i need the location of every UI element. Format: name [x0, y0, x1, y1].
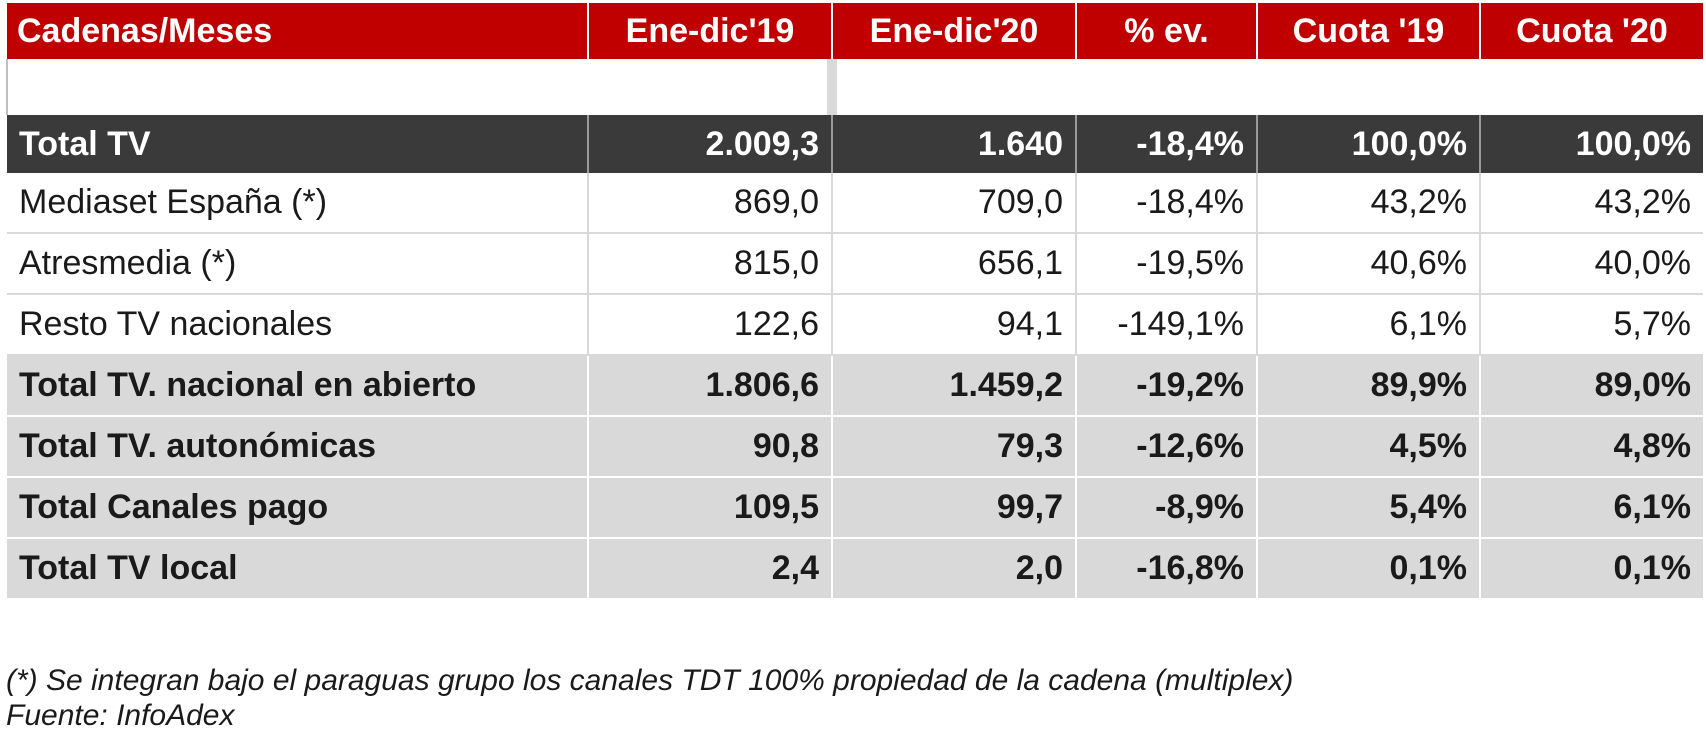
value-cell: 40,0%	[1480, 233, 1703, 295]
value-cell: 122,6	[588, 294, 833, 356]
value-cell: 100,0%	[1257, 115, 1481, 173]
table-row: Atresmedia (*) 815,0 656,1 -19,5% 40,6% 40,0%	[7, 233, 1703, 295]
value-cell: 43,2%	[1257, 173, 1481, 234]
value-cell: 4,5%	[1257, 416, 1481, 478]
row-label: Total TV	[7, 115, 589, 173]
table-row: Total TV. nacional en abierto 1.806,6 1.45…	[7, 355, 1703, 417]
value-cell: 1.640	[832, 115, 1077, 173]
spacer-cell	[831, 59, 1703, 115]
value-cell: -16,8%	[1076, 538, 1258, 600]
value-cell: 40,6%	[1257, 233, 1481, 295]
table-row: Total TV. autonómicas 90,8 79,3 -12,6% 4,5% 4…	[7, 416, 1703, 478]
value-cell: 43,2%	[1480, 173, 1703, 234]
value-cell: -18,4%	[1076, 173, 1258, 234]
value-cell: 2.009,3	[588, 115, 833, 173]
row-label: Total TV. nacional en abierto	[7, 355, 589, 417]
row-label: Atresmedia (*)	[7, 233, 589, 295]
value-cell: -149,1%	[1076, 294, 1258, 356]
value-cell: -19,5%	[1076, 233, 1258, 295]
value-cell: 4,8%	[1480, 416, 1703, 478]
table-row: Resto TV nacionales 122,6 94,1 -149,1% 6,1% 5…	[7, 294, 1703, 356]
value-cell: 109,5	[588, 477, 833, 539]
value-cell: 6,1%	[1480, 477, 1703, 539]
value-cell: 100,0%	[1480, 115, 1703, 173]
column-header: Ene-dic'20	[832, 3, 1077, 59]
row-label: Total Canales pago	[7, 477, 589, 539]
value-cell: 869,0	[588, 173, 833, 234]
value-cell: 6,1%	[1257, 294, 1481, 356]
table-row: Mediaset España (*) 869,0 709,0 -18,4% 43,2%…	[7, 173, 1703, 234]
value-cell: 709,0	[832, 173, 1077, 234]
column-header: Cuota '20	[1480, 3, 1703, 59]
header-row: Cadenas/Meses Ene-dic'19 Ene-dic'20 % ev…	[7, 3, 1703, 59]
value-cell: 815,0	[588, 233, 833, 295]
value-cell: 0,1%	[1480, 538, 1703, 600]
value-cell: 2,4	[588, 538, 833, 600]
table-row: Total TV 2.009,3 1.640 -18,4% 100,0% 100,0%	[7, 115, 1703, 173]
value-cell: 79,3	[832, 416, 1077, 478]
value-cell: -8,9%	[1076, 477, 1258, 539]
footnote: (*) Se integran bajo el paraguas grupo l…	[6, 664, 1294, 697]
spacer-row	[6, 59, 1703, 115]
value-cell: 99,7	[832, 477, 1077, 539]
column-header: Cadenas/Meses	[7, 3, 589, 59]
value-cell: 5,7%	[1480, 294, 1703, 356]
value-cell: -19,2%	[1076, 355, 1258, 417]
value-cell: 5,4%	[1257, 477, 1481, 539]
value-cell: 94,1	[832, 294, 1077, 356]
value-cell: 90,8	[588, 416, 833, 478]
value-cell: 1.806,6	[588, 355, 833, 417]
value-cell: 89,0%	[1480, 355, 1703, 417]
table-row: Total TV local 2,4 2,0 -16,8% 0,1% 0,1%	[7, 538, 1703, 600]
value-cell: -18,4%	[1076, 115, 1258, 173]
row-label: Total TV local	[7, 538, 589, 600]
row-label: Resto TV nacionales	[7, 294, 589, 356]
value-cell: -12,6%	[1076, 416, 1258, 478]
media-spend-table: Cadenas/Meses Ene-dic'19 Ene-dic'20 % ev…	[6, 3, 1703, 600]
source-note: Fuente: InfoAdex	[6, 699, 235, 732]
column-header: % ev.	[1076, 3, 1258, 59]
value-cell: 2,0	[832, 538, 1077, 600]
table-row: Total Canales pago 109,5 99,7 -8,9% 5,4% 6,1%	[7, 477, 1703, 539]
value-cell: 89,9%	[1257, 355, 1481, 417]
value-cell: 0,1%	[1257, 538, 1481, 600]
value-cell: 1.459,2	[832, 355, 1077, 417]
column-header: Ene-dic'19	[588, 3, 833, 59]
value-cell: 656,1	[832, 233, 1077, 295]
row-label: Mediaset España (*)	[7, 173, 589, 234]
spacer-cell	[6, 59, 837, 115]
column-header: Cuota '19	[1257, 3, 1481, 59]
row-label: Total TV. autonómicas	[7, 416, 589, 478]
